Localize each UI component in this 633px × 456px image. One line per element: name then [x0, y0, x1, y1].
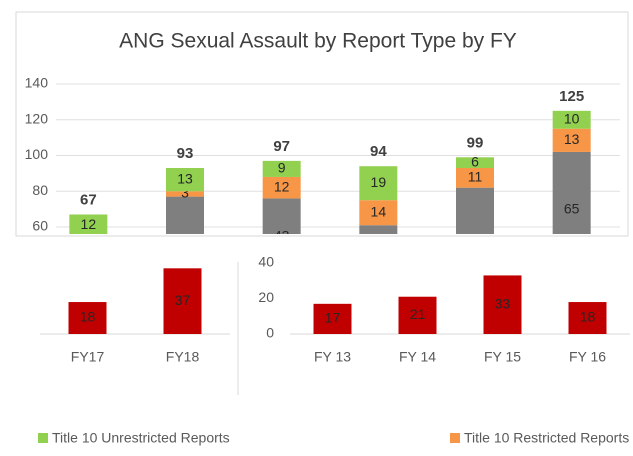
- x-tick-label: FY 14: [399, 349, 436, 365]
- x-tick-label: FY 13: [314, 349, 351, 365]
- segment-label: 64: [467, 236, 483, 252]
- bar-label: 17: [325, 310, 341, 326]
- bar: [483, 275, 522, 334]
- segment-label: 14: [371, 203, 387, 219]
- bar-segment: [552, 128, 591, 152]
- bar: [568, 302, 607, 334]
- bar-segment: [166, 168, 204, 192]
- segment-label: 18: [371, 309, 387, 325]
- total-label: 125: [559, 88, 584, 105]
- segment-label: 3: [181, 185, 189, 201]
- bar-segment: [456, 187, 494, 234]
- segment-label: 12: [81, 216, 97, 232]
- bar: [313, 303, 352, 334]
- bottom-right-plot: 0 20 40 17 FY 13 21 FY 14 33 FY 15 18 FY 16: [258, 254, 630, 365]
- x-tick-label: FY 15: [484, 349, 521, 365]
- bar-segment: [262, 198, 301, 234]
- bar-segment: [262, 160, 301, 177]
- segment-label: 43: [274, 228, 290, 244]
- bar: [398, 296, 437, 334]
- y-tick-label: 120: [25, 110, 49, 126]
- segment-label: 56: [177, 237, 193, 253]
- y-tick-label: 100: [25, 146, 49, 162]
- bar-label: 21: [410, 306, 426, 322]
- segment-label: 18: [467, 309, 483, 325]
- y-tick-label: 80: [32, 182, 48, 198]
- y-tick-label: 0: [266, 325, 274, 341]
- bar: [163, 268, 202, 334]
- bar-segment: [69, 214, 108, 234]
- segment-label: 13: [564, 131, 580, 147]
- bar-segment: [456, 157, 494, 169]
- bar-segment: [359, 200, 398, 226]
- total-label: 97: [273, 138, 290, 155]
- bar-segment: [552, 151, 591, 234]
- segment-label: 11: [468, 169, 483, 185]
- segment-label: 65: [564, 201, 580, 217]
- total-label: 94: [370, 143, 387, 160]
- bar: [68, 302, 107, 334]
- segment-label: 12: [274, 178, 290, 194]
- bar-label: 18: [80, 309, 96, 325]
- bar-label: 18: [580, 309, 596, 325]
- x-tick-label: FY17: [71, 349, 105, 365]
- bar-segment: [552, 110, 591, 129]
- bottom-left-plot: 18 FY17 37 FY18: [40, 268, 230, 365]
- segment-label: 43: [371, 254, 387, 270]
- bar-segment: [359, 225, 398, 234]
- bar-segment: [359, 166, 398, 201]
- legend: Title 10 Unrestricted Reports Title 10 Re…: [38, 430, 629, 446]
- y-tick-label: 60: [32, 218, 48, 234]
- segment-label: 33: [274, 295, 290, 311]
- legend-swatch: [450, 433, 460, 443]
- total-label: 67: [80, 191, 97, 208]
- segment-label: 38: [81, 261, 97, 277]
- y-tick-label: 20: [258, 289, 274, 305]
- chart-title: ANG Sexual Assault by Report Type by FY: [119, 30, 517, 53]
- bar-segment: [359, 302, 397, 334]
- top-frame: [15, 11, 629, 237]
- segment-label: 13: [177, 170, 193, 186]
- bar-label: 33: [495, 295, 511, 311]
- y-tick-label: 40: [258, 254, 274, 270]
- legend-label: Title 10 Restricted Reports: [464, 430, 629, 446]
- total-label: 93: [177, 145, 194, 162]
- total-label: 99: [467, 134, 484, 151]
- segment-label: 19: [371, 174, 387, 190]
- x-tick-label: FY18: [166, 349, 200, 365]
- bar-segment: [456, 168, 494, 188]
- x-tick-label: FY 16: [569, 349, 606, 365]
- y-tick-label: 140: [25, 75, 49, 91]
- bar-segment: [69, 236, 107, 304]
- legend-label: Title 10 Unrestricted Reports: [52, 430, 230, 446]
- bar-segment: [166, 196, 204, 234]
- top-plot: 1738122156313334312918431419186411637651…: [56, 83, 620, 334]
- segment-label: 9: [278, 160, 286, 176]
- bar-segment: [262, 176, 301, 199]
- bar-label: 37: [175, 292, 191, 308]
- segment-label: 6: [471, 153, 479, 169]
- legend-swatch: [38, 433, 48, 443]
- bar-segment: [166, 191, 204, 197]
- segment-label: 10: [564, 110, 580, 126]
